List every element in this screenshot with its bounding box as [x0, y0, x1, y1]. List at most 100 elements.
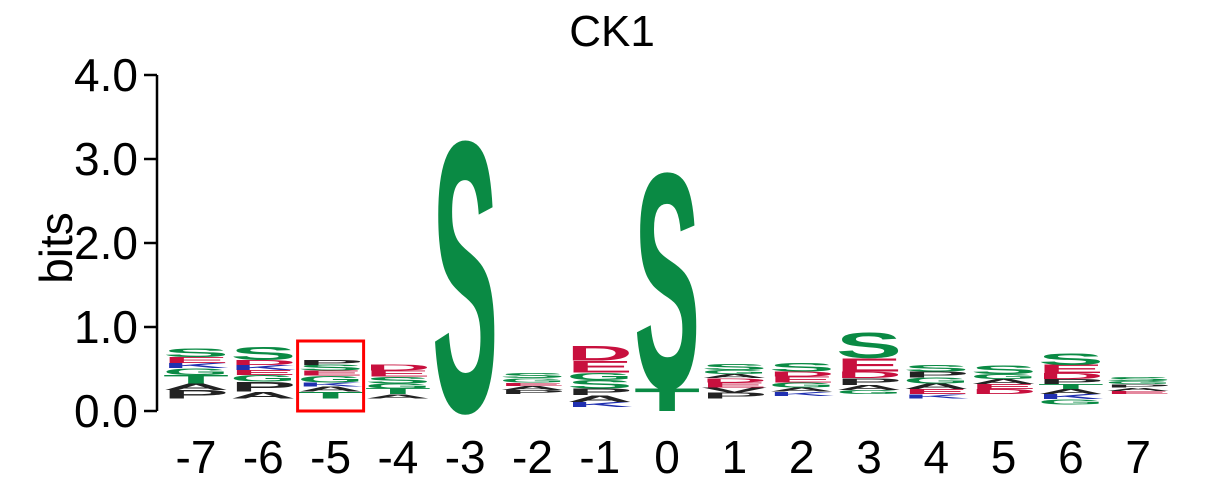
logo-letter-glyph: P — [230, 379, 296, 395]
x-tick-label: -3 — [445, 431, 486, 483]
logo-letter: P — [701, 391, 767, 400]
x-tick-label: 2 — [789, 431, 815, 483]
logo-letter: P — [1105, 383, 1171, 388]
logo-letter-glyph: P — [1038, 378, 1104, 386]
logo-letter-glyph: S — [1105, 376, 1171, 382]
logo-letter-glyph: T — [1038, 383, 1104, 391]
x-tick-label: -2 — [512, 431, 553, 483]
logo-letter-glyph: E — [567, 358, 633, 376]
letter-stack: TS — [634, 110, 700, 453]
logo-letter-glyph: T — [634, 382, 700, 418]
logo-letter-glyph: S — [298, 363, 364, 372]
logo-letter: E — [701, 381, 767, 389]
x-tick-label: -7 — [176, 431, 217, 483]
logo-letter: S — [1105, 376, 1171, 382]
logo-letter: A — [365, 393, 431, 400]
logo-letter-glyph: A — [903, 382, 969, 391]
logo-letter: E — [836, 355, 902, 376]
logo-letter-glyph: E — [836, 355, 902, 376]
y-tick-label: 3.0 — [74, 133, 138, 185]
logo-letter-glyph: P — [298, 359, 364, 367]
logo-letter-glyph: K — [163, 362, 229, 370]
logo-letter-glyph: S — [701, 362, 767, 371]
logo-letter: A — [298, 385, 364, 393]
logo-letter-glyph: G — [1105, 380, 1171, 385]
logo-letter: K — [163, 362, 229, 370]
logo-letter-glyph: S — [163, 347, 229, 360]
logo-letter-glyph: D — [230, 358, 296, 366]
logo-letter-glyph: A — [500, 385, 566, 392]
logo-letter-glyph: S — [903, 363, 969, 373]
logo-letter-glyph: P — [701, 391, 767, 400]
logo-letter-glyph: D — [365, 363, 431, 372]
y-tick-label: 4.0 — [74, 49, 138, 101]
logo-letter-glyph: G — [701, 369, 767, 375]
x-tick-label: -5 — [310, 431, 351, 483]
logo-letter: K — [769, 391, 835, 398]
x-tick-label: 5 — [991, 431, 1017, 483]
logo-letter: A — [163, 382, 229, 392]
logo-letter: A — [836, 384, 902, 392]
logo-letter-glyph: G — [499, 377, 565, 383]
logo-letter-glyph: E — [163, 356, 229, 365]
logo-letter: T — [634, 382, 700, 418]
logo-letter: S — [567, 378, 633, 391]
logo-letter: K — [903, 393, 969, 400]
logo-letter: E — [567, 358, 633, 376]
logo-letter-glyph: K — [567, 400, 633, 408]
logo-letter: E — [1105, 390, 1171, 395]
logo-letter: A — [769, 386, 835, 393]
logo-letter-glyph: K — [298, 381, 364, 388]
logo-letter: G — [769, 381, 835, 389]
logo-letter: S — [701, 362, 767, 371]
y-axis-label: bits — [30, 212, 82, 284]
y-tick-label: 2.0 — [74, 217, 138, 269]
x-axis-tick-labels: -7 -6 -5 -4 -3 -2 -1 0 1 2 3 4 5 6 7 — [176, 431, 1151, 483]
logo-letter: K — [567, 400, 633, 408]
y-axis: 0.0 1.0 2.0 3.0 4.0 — [74, 49, 159, 437]
logo-letter: S — [230, 343, 296, 364]
logo-letter-glyph: E — [701, 381, 767, 389]
logo-letter-glyph: E — [499, 382, 565, 387]
logo-letter-glyph: S — [230, 343, 296, 364]
logo-letter: G — [971, 373, 1037, 381]
logo-letter-glyph: P — [1105, 383, 1171, 388]
logo-letter-glyph: P — [567, 387, 633, 397]
logo-letter: D — [567, 342, 633, 365]
logo-letter-glyph: D — [701, 377, 767, 384]
logo-letter: G — [365, 382, 431, 390]
logo-letter-glyph: K — [1038, 393, 1104, 401]
logo-letter: G — [836, 389, 902, 395]
logo-letter: E — [163, 356, 229, 365]
x-tick-label: -1 — [579, 431, 620, 483]
logo-letter: G — [230, 373, 296, 384]
chart-title: CK1 — [569, 7, 655, 56]
logo-letter-glyph: K — [903, 393, 969, 400]
logo-letter-glyph: S — [1038, 350, 1104, 368]
logo-letter: A — [903, 382, 969, 391]
logo-letter-glyph: S — [836, 326, 902, 366]
logo-letter: G — [1105, 380, 1171, 385]
logo-letter-glyph: D — [769, 370, 835, 378]
logo-letter-glyph: P — [903, 370, 969, 379]
logo-letter: S — [971, 363, 1037, 376]
logo-letter: K — [298, 381, 364, 388]
logo-letter-glyph: D — [971, 388, 1037, 396]
logo-letter-glyph: G — [230, 373, 296, 384]
logo-letter: S — [769, 361, 835, 374]
logo-letter: A — [701, 373, 767, 380]
logo-letter: E — [230, 369, 296, 377]
logo-letter-glyph: A — [971, 378, 1037, 386]
logo-letter-glyph: E — [769, 375, 835, 384]
logo-letter: S — [903, 363, 969, 373]
logo-letter: E — [365, 369, 431, 378]
y-tick-label: 1.0 — [74, 301, 138, 353]
